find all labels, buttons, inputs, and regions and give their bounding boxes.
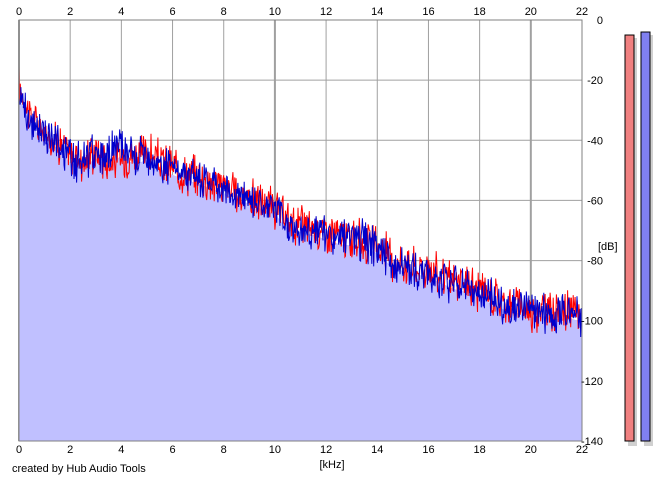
x-tick-label-top: 10 [269,6,281,18]
credit-text: created by Hub Audio Tools [12,463,146,475]
y-tick-label: 0 [597,15,603,27]
y-tick-label: -40 [587,135,603,147]
x-tick-label-top: 6 [169,6,175,18]
x-tick-label-top: 12 [320,6,332,18]
x-tick-label-top: 2 [67,6,73,18]
x-tick-label-top: 0 [16,6,22,18]
x-tick-label-bottom: 16 [422,444,434,456]
y-tick-label: -140 [581,436,603,448]
x-tick-label-bottom: 22 [576,444,588,456]
x-tick-label-top: 8 [221,6,227,18]
x-tick-label-top: 16 [422,6,434,18]
y-tick-label: -80 [587,256,603,268]
x-tick-label-top: 22 [576,6,588,18]
level-meter-left [624,34,635,442]
series-line-1 [18,87,583,338]
x-tick-label-top: 14 [371,6,383,18]
x-axis-label: [kHz] [319,459,344,471]
spectrum-area-fill [19,98,582,441]
series-layer [18,66,583,338]
y-tick-label: -120 [581,376,603,388]
x-tick-label-top: 18 [474,6,486,18]
y-tick-label: -60 [587,195,603,207]
x-tick-label-bottom: 14 [371,444,383,456]
x-tick-label-bottom: 0 [16,444,22,456]
x-tick-label-bottom: 2 [67,444,73,456]
x-tick-label-bottom: 8 [221,444,227,456]
x-tick-label-top: 4 [118,6,124,18]
x-tick-label-bottom: 4 [118,444,124,456]
x-tick-label-bottom: 20 [525,444,537,456]
x-tick-label-bottom: 6 [169,444,175,456]
x-tick-label-bottom: 18 [474,444,486,456]
x-tick-label-top: 20 [525,6,537,18]
plot-frame [18,19,583,442]
y-tick-label: -20 [587,75,603,87]
level-meters [624,31,653,447]
x-tick-label-bottom: 12 [320,444,332,456]
y-axis-label: [dB] [598,241,618,253]
level-meter-right [640,31,651,442]
y-tick-label: -100 [581,316,603,328]
axes-layer: 002244668810101212141416161818202022220-… [16,6,618,471]
x-tick-label-bottom: 10 [269,444,281,456]
